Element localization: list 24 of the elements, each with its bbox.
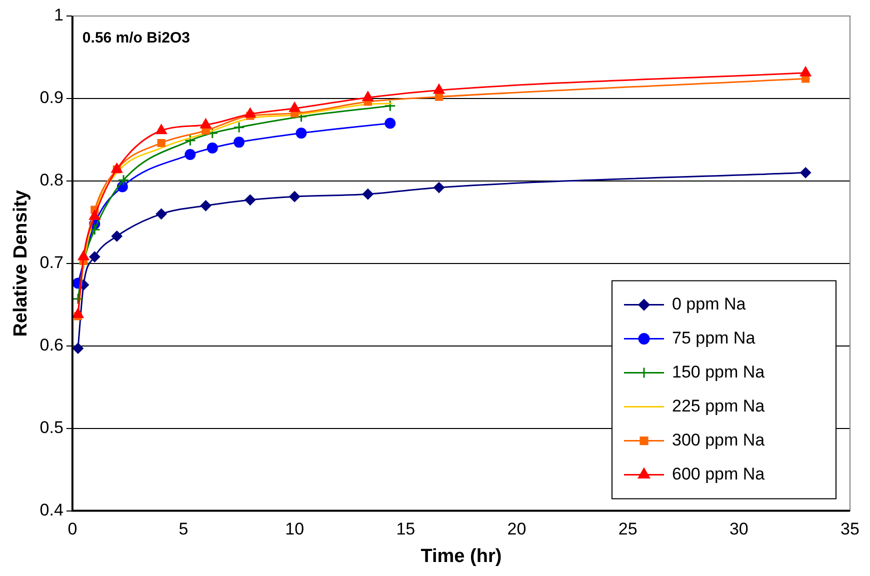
legend-label: 225 ppm Na xyxy=(672,396,766,416)
x-axis-title: Time (hr) xyxy=(420,546,502,567)
legend-label: 150 ppm Na xyxy=(672,362,766,382)
legend-label: 300 ppm Na xyxy=(672,430,766,450)
x-tick-label: 30 xyxy=(729,520,748,539)
legend-label: 0 ppm Na xyxy=(672,294,746,314)
y-tick-label: 1 xyxy=(54,6,64,25)
x-tick-label: 15 xyxy=(396,520,416,539)
legend-label: 600 ppm Na xyxy=(672,464,766,484)
y-tick-label: 0.9 xyxy=(40,88,64,108)
x-tick-label: 10 xyxy=(285,520,304,539)
x-tick-label: 20 xyxy=(507,520,526,539)
x-tick-label: 35 xyxy=(840,520,860,539)
legend-label: 75 ppm Na xyxy=(672,328,756,348)
x-tick-label: 25 xyxy=(618,520,638,539)
y-tick-label: 0.7 xyxy=(40,253,64,272)
x-tick-label: 5 xyxy=(178,520,188,539)
y-tick-label: 0.6 xyxy=(40,336,64,355)
annotation: 0.56 m/o Bi2O3 xyxy=(82,30,190,47)
y-tick-label: 0.4 xyxy=(40,500,64,520)
x-tick-label: 0 xyxy=(68,520,78,539)
y-axis-title: Relative Density xyxy=(10,190,32,337)
y-tick-label: 0.5 xyxy=(40,418,64,438)
y-tick-label: 0.8 xyxy=(40,170,64,190)
